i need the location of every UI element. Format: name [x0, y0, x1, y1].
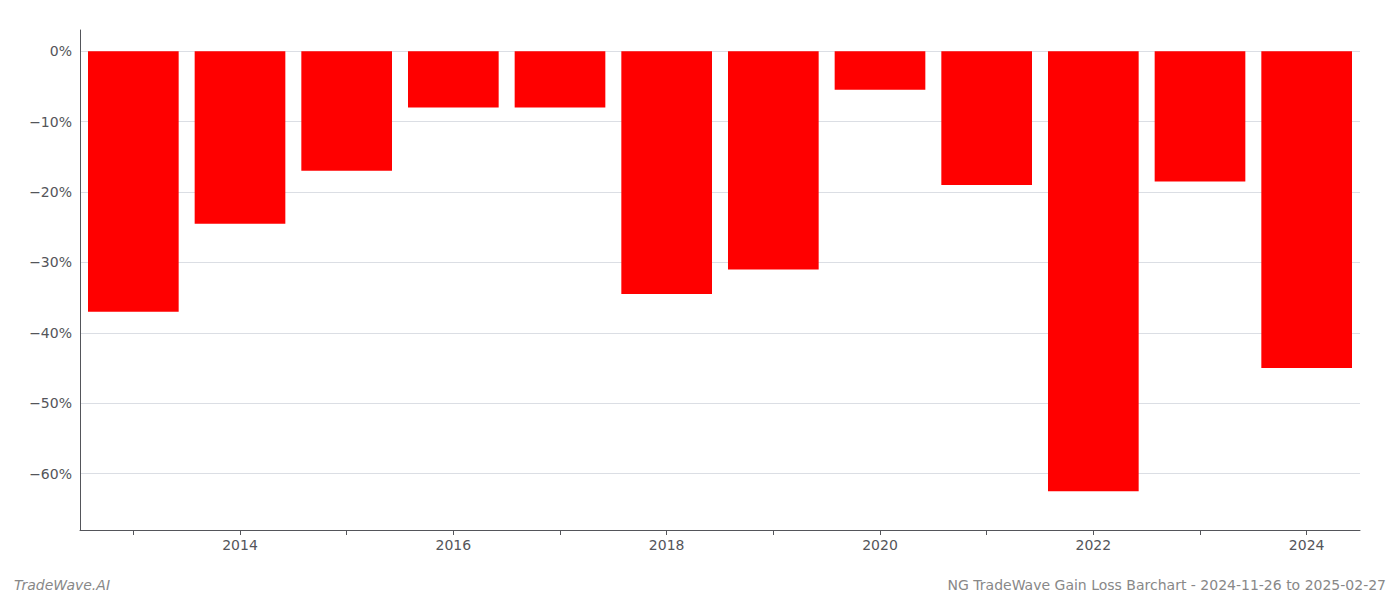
- svg-text:2020: 2020: [862, 537, 898, 553]
- svg-text:TradeWave.AI: TradeWave.AI: [14, 577, 110, 593]
- svg-text:−20%: −20%: [29, 184, 72, 200]
- svg-text:0%: 0%: [50, 43, 72, 59]
- svg-text:−50%: −50%: [29, 395, 72, 411]
- svg-text:2018: 2018: [649, 537, 685, 553]
- svg-text:−30%: −30%: [29, 254, 72, 270]
- svg-text:2022: 2022: [1076, 537, 1112, 553]
- svg-text:2016: 2016: [436, 537, 472, 553]
- svg-text:−60%: −60%: [29, 466, 72, 482]
- svg-text:NG TradeWave Gain Loss Barchar: NG TradeWave Gain Loss Barchart - 2024-1…: [948, 577, 1386, 593]
- svg-text:2024: 2024: [1289, 537, 1325, 553]
- svg-text:−40%: −40%: [29, 325, 72, 341]
- svg-text:2014: 2014: [222, 537, 258, 553]
- svg-text:−10%: −10%: [29, 114, 72, 130]
